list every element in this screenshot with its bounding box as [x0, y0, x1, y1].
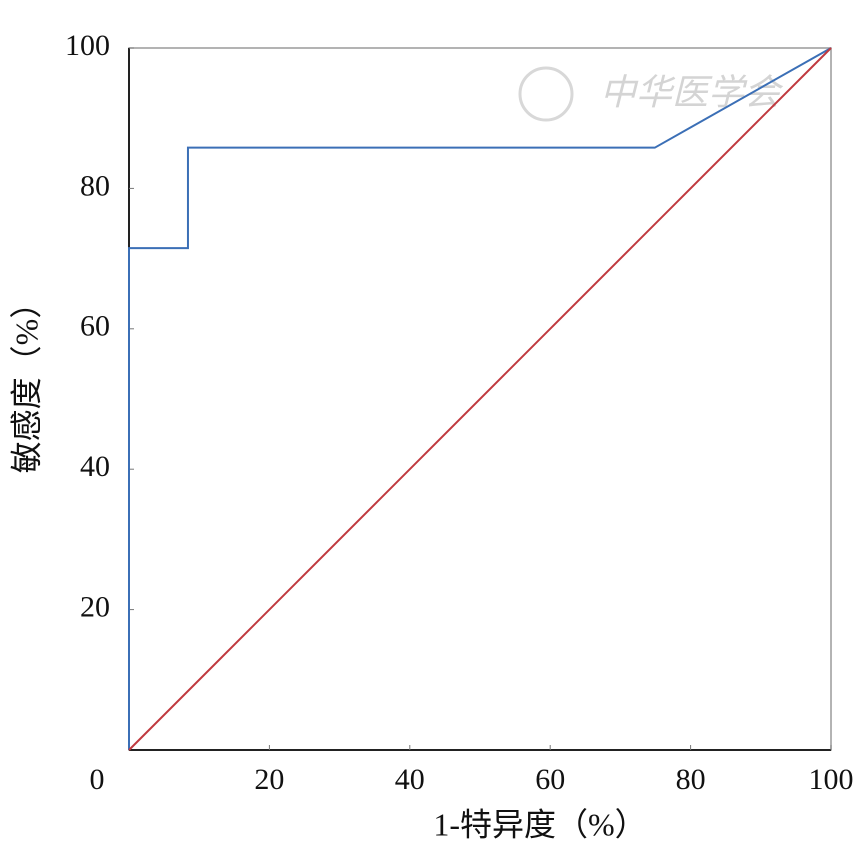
watermark: 中华医学会 [600, 72, 784, 112]
roc-line [128, 47, 832, 750]
x-tick-label: 80 [676, 763, 706, 796]
watermark-logo [518, 66, 574, 122]
y-tick-label: 60 [80, 310, 110, 343]
y-tick-label: 20 [80, 590, 110, 623]
y-tick-label: 100 [65, 29, 110, 62]
x-axis-label: 1-特异度（%） [433, 806, 646, 842]
roc-line [128, 47, 832, 751]
x-tick-label: 40 [395, 763, 425, 796]
x-tick-label: 100 [809, 763, 854, 796]
x-tick-label: 0 [90, 763, 105, 796]
x-tick-label: 20 [254, 763, 284, 796]
y-axis-label: 敏感度（%） [8, 287, 44, 474]
x-tick-label: 60 [535, 763, 565, 796]
y-tick-label: 80 [80, 169, 110, 202]
y-tick-label: 40 [80, 450, 110, 483]
